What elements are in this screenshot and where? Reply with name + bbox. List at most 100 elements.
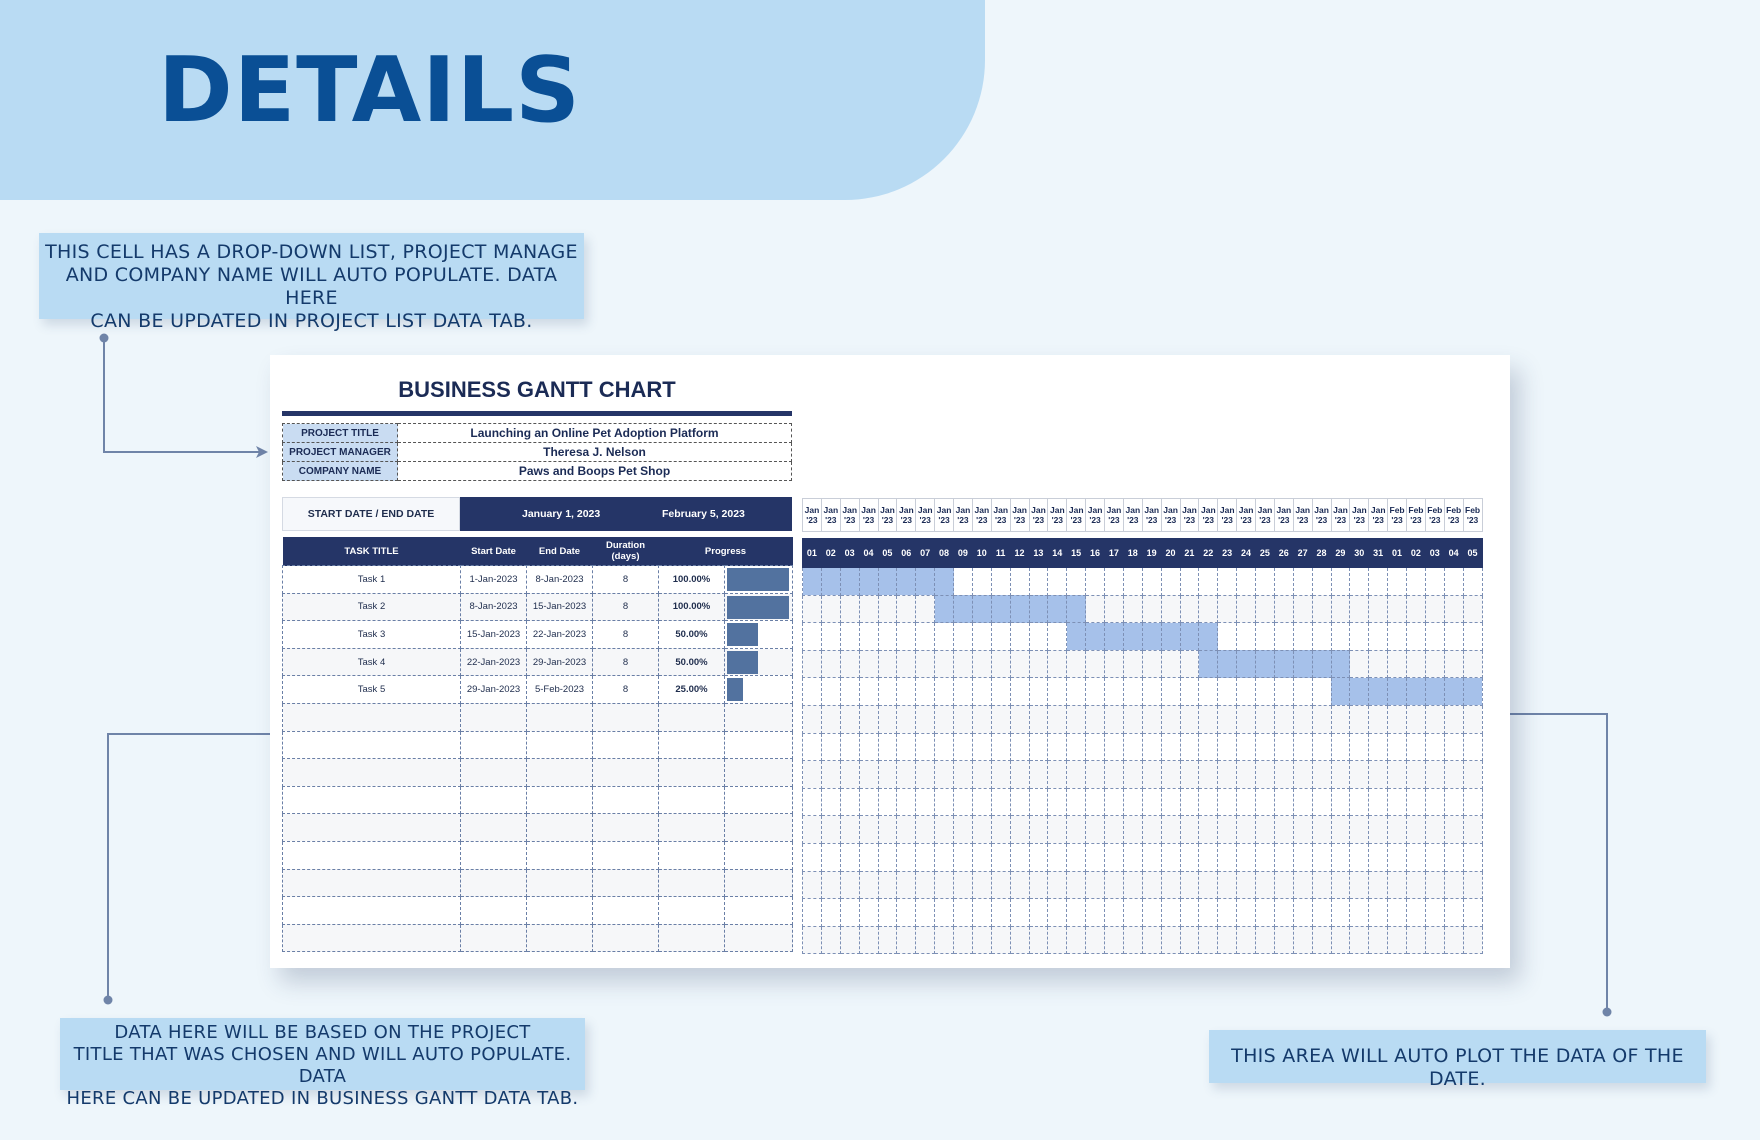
empty-cell[interactable] — [526, 758, 593, 787]
gantt-cell — [1066, 677, 1087, 706]
empty-cell[interactable] — [282, 868, 461, 898]
empty-cell[interactable] — [282, 813, 461, 842]
empty-cell[interactable] — [460, 868, 527, 898]
gantt-cell — [802, 704, 822, 734]
empty-cell[interactable] — [592, 730, 659, 760]
day-header-cell: 08 — [934, 538, 954, 568]
empty-table-row — [282, 702, 793, 732]
gantt-cell — [1462, 815, 1483, 844]
start-date-cell[interactable]: 22-Jan-2023 — [460, 647, 527, 677]
empty-cell[interactable] — [592, 896, 659, 925]
empty-cell[interactable] — [724, 813, 793, 842]
empty-cell[interactable] — [460, 896, 527, 925]
start-date-cell[interactable]: 15-Jan-2023 — [460, 620, 527, 649]
empty-cell[interactable] — [592, 758, 659, 787]
task-title-cell[interactable]: Task 5 — [282, 675, 461, 704]
task-title-cell[interactable]: Task 3 — [282, 620, 461, 649]
day-header-cell: 02 — [1406, 538, 1426, 568]
empty-cell[interactable] — [724, 923, 793, 953]
end-date-cell[interactable]: 15-Jan-2023 — [526, 592, 593, 622]
empty-cell[interactable] — [282, 785, 461, 815]
empty-cell[interactable] — [460, 813, 527, 842]
end-date-cell[interactable]: 29-Jan-2023 — [526, 647, 593, 677]
empty-cell[interactable] — [526, 868, 593, 898]
empty-cell[interactable] — [282, 758, 461, 787]
empty-cell[interactable] — [460, 840, 527, 870]
empty-cell[interactable] — [592, 785, 659, 815]
gantt-cell — [839, 870, 860, 900]
empty-cell[interactable] — [592, 813, 659, 842]
empty-cell[interactable] — [724, 868, 793, 898]
empty-cell[interactable] — [724, 785, 793, 815]
gantt-cell — [896, 787, 917, 817]
gantt-bar-cell — [1085, 622, 1105, 651]
day-header-cell: 13 — [1028, 538, 1049, 568]
empty-cell[interactable] — [460, 758, 527, 787]
month-label: Jan — [1351, 505, 1367, 515]
empty-cell[interactable] — [526, 840, 593, 870]
empty-cell[interactable] — [526, 813, 593, 842]
progress-cell[interactable]: 100.00% — [658, 565, 725, 594]
start-date-value[interactable]: January 1, 2023 — [522, 508, 601, 520]
start-date-cell[interactable]: 29-Jan-2023 — [460, 675, 527, 704]
empty-cell[interactable] — [460, 730, 527, 760]
gantt-cell — [1236, 704, 1256, 734]
empty-cell[interactable] — [592, 923, 659, 953]
empty-cell[interactable] — [282, 730, 461, 760]
empty-cell[interactable] — [724, 896, 793, 925]
start-date-cell[interactable]: 1-Jan-2023 — [460, 565, 527, 594]
empty-cell[interactable] — [282, 840, 461, 870]
progress-cell[interactable]: 100.00% — [658, 592, 725, 622]
empty-cell[interactable] — [724, 758, 793, 787]
year-label: '23 — [1315, 515, 1328, 525]
end-date-cell[interactable]: 22-Jan-2023 — [526, 620, 593, 649]
empty-cell[interactable] — [460, 785, 527, 815]
gantt-cell — [1292, 925, 1313, 955]
empty-cell[interactable] — [526, 702, 593, 732]
empty-cell[interactable] — [592, 840, 659, 870]
empty-cell[interactable] — [526, 923, 593, 953]
empty-cell[interactable] — [724, 730, 793, 760]
month-label: Jan — [1068, 505, 1084, 515]
empty-cell[interactable] — [658, 702, 725, 732]
empty-cell[interactable] — [658, 758, 725, 787]
gantt-cell — [858, 677, 879, 706]
month-label: Jan — [1257, 505, 1273, 515]
empty-cell[interactable] — [526, 896, 593, 925]
progress-cell[interactable]: 25.00% — [658, 675, 725, 704]
start-date-cell[interactable]: 8-Jan-2023 — [460, 592, 527, 622]
progress-cell[interactable]: 50.00% — [658, 620, 725, 649]
empty-cell[interactable] — [724, 702, 793, 732]
empty-cell[interactable] — [658, 813, 725, 842]
empty-cell[interactable] — [460, 702, 527, 732]
empty-cell[interactable] — [282, 702, 461, 732]
empty-cell[interactable] — [658, 730, 725, 760]
month-header-cell: Jan '23 — [877, 498, 898, 532]
gantt-bar-cell — [1028, 594, 1049, 624]
progress-bar — [727, 595, 789, 619]
end-date-cell[interactable]: 5-Feb-2023 — [526, 675, 593, 704]
gantt-row — [802, 870, 1483, 900]
task-title-cell[interactable]: Task 2 — [282, 592, 461, 622]
empty-cell[interactable] — [460, 923, 527, 953]
empty-cell[interactable] — [282, 923, 461, 953]
empty-cell[interactable] — [658, 868, 725, 898]
empty-cell[interactable] — [724, 840, 793, 870]
project-title-dropdown[interactable]: Launching an Online Pet Adoption Platfor… — [397, 423, 792, 443]
empty-cell[interactable] — [592, 702, 659, 732]
gantt-cell — [1028, 732, 1049, 762]
end-date-value[interactable]: February 5, 2023 — [662, 508, 745, 520]
empty-cell[interactable] — [658, 840, 725, 870]
empty-cell[interactable] — [526, 730, 593, 760]
gantt-bar-cell — [1255, 649, 1275, 679]
end-date-cell[interactable]: 8-Jan-2023 — [526, 565, 593, 594]
progress-cell[interactable]: 50.00% — [658, 647, 725, 677]
empty-cell[interactable] — [658, 785, 725, 815]
empty-cell[interactable] — [592, 868, 659, 898]
empty-cell[interactable] — [658, 896, 725, 925]
task-title-cell[interactable]: Task 4 — [282, 647, 461, 677]
empty-cell[interactable] — [658, 923, 725, 953]
task-title-cell[interactable]: Task 1 — [282, 565, 461, 594]
empty-cell[interactable] — [526, 785, 593, 815]
empty-cell[interactable] — [282, 896, 461, 925]
